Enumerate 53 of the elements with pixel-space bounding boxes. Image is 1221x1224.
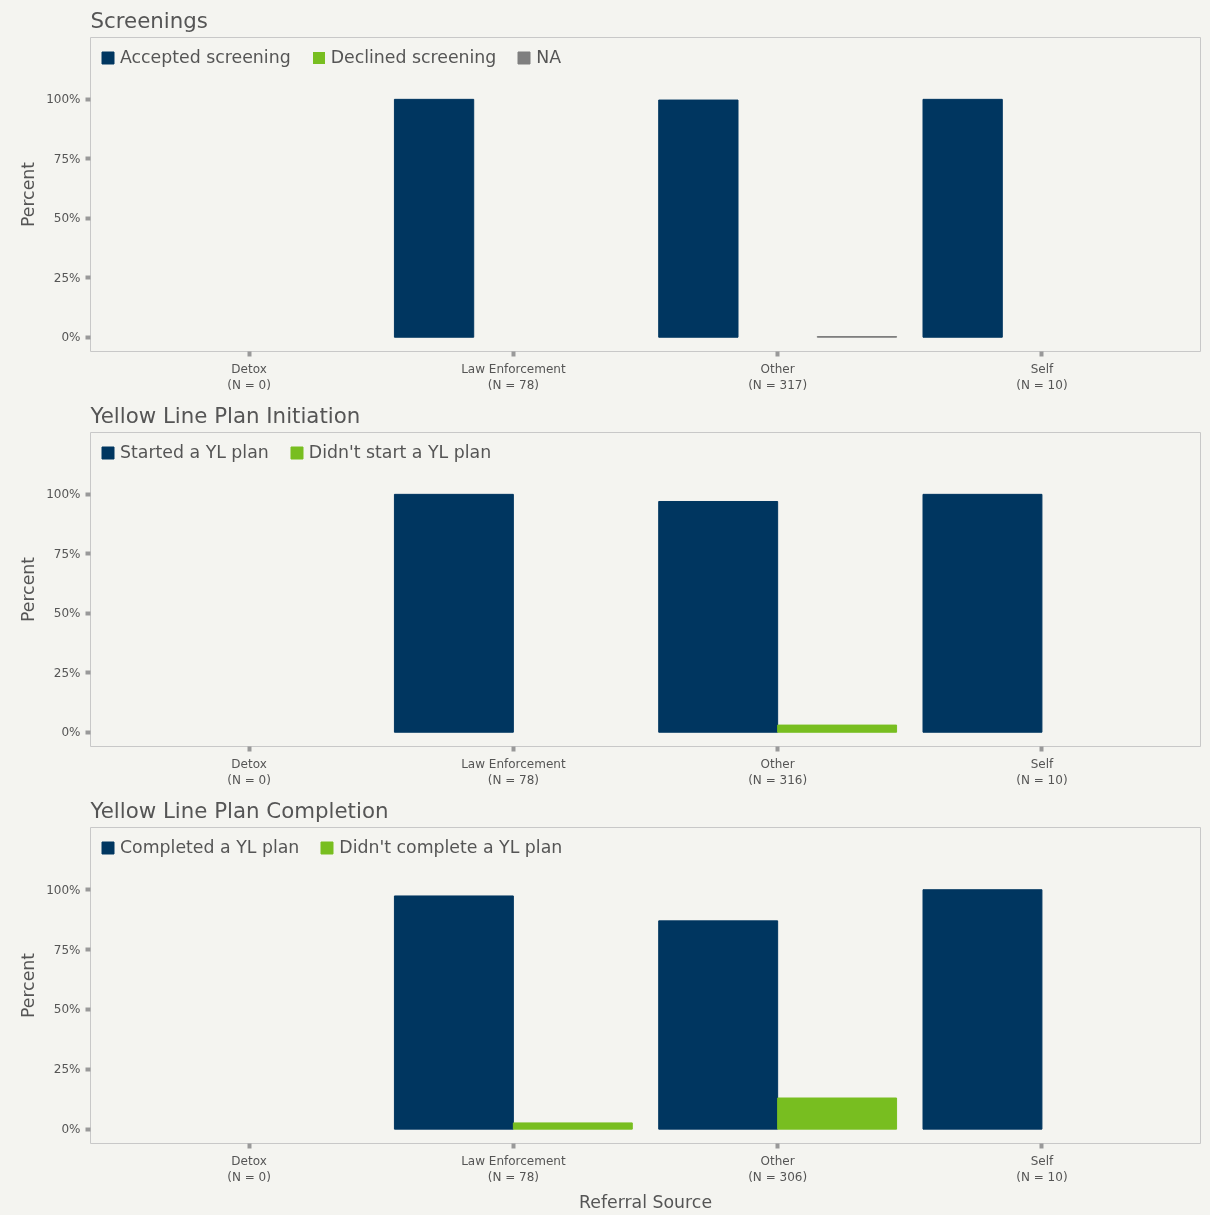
legend-label: Declined screening <box>330 47 497 67</box>
y-tick-label: 75% <box>53 151 81 166</box>
y-tick-label: 50% <box>53 211 81 226</box>
chart-title: Yellow Line Plan Initiation <box>89 402 361 428</box>
y-tick-label: 75% <box>53 546 81 561</box>
x-tick-label: Self (N = 10) <box>1016 361 1068 393</box>
x-tick-label: Other (N = 316) <box>748 756 808 788</box>
x-tick-label: Detox (N = 0) <box>227 756 271 788</box>
bar <box>512 1122 633 1130</box>
bar <box>922 493 1043 733</box>
y-tick-label: 100% <box>46 882 81 897</box>
bar <box>393 895 514 1130</box>
x-tick-label: Law Enforcement (N = 78) <box>461 756 566 788</box>
y-axis-title: Percent <box>18 952 39 1019</box>
legend-label: Didn't start a YL plan <box>308 442 492 462</box>
bar <box>922 889 1043 1130</box>
y-tick-label: 75% <box>53 942 81 957</box>
y-tick-label: 25% <box>53 270 81 285</box>
legend-label: Started a YL plan <box>120 442 269 462</box>
y-tick-label: 50% <box>53 606 81 621</box>
bar <box>777 724 898 733</box>
x-tick-label: Law Enforcement (N = 78) <box>461 1153 566 1185</box>
bar <box>393 98 475 338</box>
x-tick-label: Self (N = 10) <box>1016 1153 1068 1185</box>
bar <box>393 493 514 733</box>
x-tick-label: Other (N = 317) <box>748 361 808 393</box>
legend-label: Didn't complete a YL plan <box>339 837 563 857</box>
y-tick-label: 0% <box>61 725 81 740</box>
y-tick-label: 25% <box>53 1062 81 1077</box>
y-tick-label: 0% <box>61 330 81 345</box>
bar <box>922 98 1003 338</box>
x-tick-label: Detox (N = 0) <box>227 361 271 393</box>
bar <box>658 99 739 338</box>
x-axis-title: Referral Source <box>578 1192 713 1213</box>
x-tick-label: Self (N = 10) <box>1016 756 1068 788</box>
bar <box>658 920 779 1130</box>
bar <box>777 1097 898 1130</box>
y-tick-label: 50% <box>53 1002 81 1017</box>
legend-label: Accepted screening <box>120 47 291 67</box>
chart-title: Yellow Line Plan Completion <box>89 797 389 823</box>
y-tick-label: 25% <box>53 665 81 680</box>
y-tick-label: 0% <box>61 1122 81 1137</box>
y-axis-title: Percent <box>18 161 39 228</box>
y-tick-label: 100% <box>46 487 81 502</box>
chart-title: Screenings <box>90 7 208 33</box>
x-tick-label: Detox (N = 0) <box>227 1153 271 1185</box>
legend-label: Completed a YL plan <box>120 837 300 857</box>
y-axis-title: Percent <box>18 556 39 623</box>
bar <box>658 500 779 733</box>
x-tick-label: Law Enforcement (N = 78) <box>461 361 566 393</box>
legend-label: NA <box>536 47 562 67</box>
y-tick-label: 100% <box>46 92 81 107</box>
x-tick-label: Other (N = 306) <box>748 1153 808 1185</box>
